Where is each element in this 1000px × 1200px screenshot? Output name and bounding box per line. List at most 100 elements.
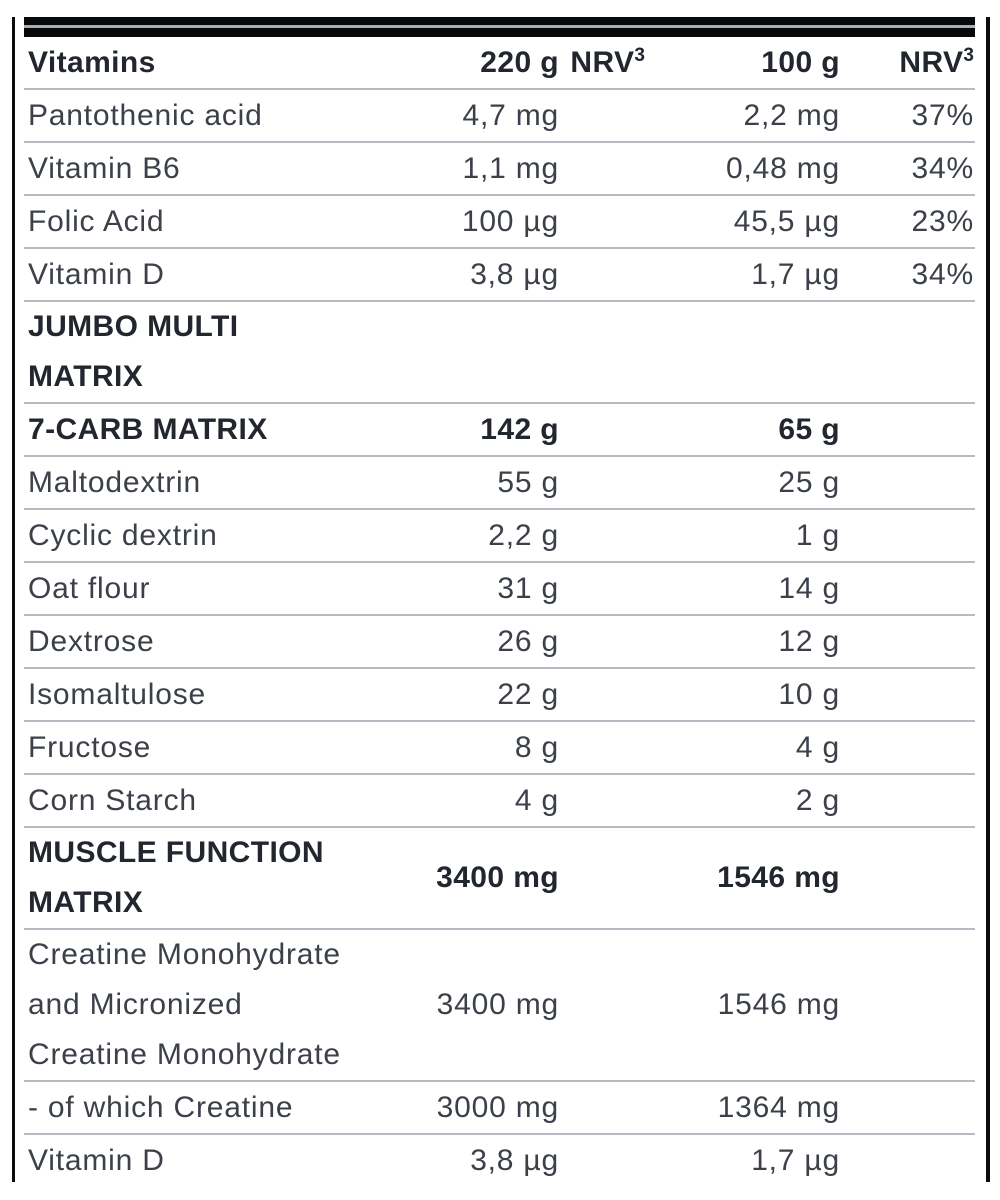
top-rule-black-stripe [24,17,975,25]
row-label-line: Vitamin D [28,257,165,291]
table-row: Vitamin D 3,8 µg 1,7 µg [24,1135,975,1186]
table-row: Maltodextrin 55 g 25 g [24,457,975,510]
value-100g: 45,5 µg [733,204,840,238]
frame-right-bar [986,17,990,1182]
row-label-line: Dextrose [28,624,155,658]
frame-left-bar [12,17,15,1182]
row-label: Pantothenic acid [24,91,424,141]
table-row: Folic Acid 100 µg 45,5 µg 23% [24,196,975,249]
nrv-superscript: 3 [634,44,645,66]
row-label: Vitamin B6 [24,144,424,194]
value-100g: 2,2 mg [743,98,840,132]
row-label-line: and Micronized [28,988,243,1021]
row-label-line: Pantothenic acid [28,98,263,132]
value-220g: 3400 mg [436,861,559,894]
table-row: - of which Creatine 3000 mg 1364 mg [24,1082,975,1135]
row-label: Fructose [24,723,424,773]
table-row: Vitamin D 3,8 µg 1,7 µg 34% [24,249,975,302]
value-220g: 1,1 mg [462,151,559,185]
table-row: Dextrose 26 g 12 g [24,616,975,669]
row-label-line: 7-CARB MATRIX [28,412,268,446]
value-220g: 100 µg [461,204,559,238]
row-label-line: Isomaltulose [28,677,207,711]
row-label-line: Fructose [28,730,152,764]
row-label-line: MATRIX [28,886,144,919]
value-100g: 0,48 mg [726,151,840,185]
header-row: Vitamins 220 g NRV3 100 g NRV3 [24,37,975,90]
nrv-100g: 23% [911,204,974,238]
row-label-line: JUMBO MULTI [28,310,239,343]
table-row: Pantothenic acid 4,7 mg 2,2 mg 37% [24,90,975,143]
row-label-line: Folic Acid [28,204,165,238]
value-100g: 1 g [795,518,840,552]
table-row: Corn Starch 4 g 2 g [24,775,975,828]
value-100g: 25 g [778,465,840,499]
row-label-line: Corn Starch [28,783,197,817]
value-220g: 2,2 g [488,518,559,552]
value-100g: 2 g [795,783,840,817]
table-row: Cyclic dextrin 2,2 g 1 g [24,510,975,563]
value-100g: 1546 mg [717,861,840,894]
value-100g: 1,7 µg [751,257,840,291]
value-220g: 142 g [480,412,559,446]
nrv-100g: 34% [911,151,974,185]
nrv-100g: 37% [911,98,974,132]
row-label-line: Vitamin B6 [28,151,181,185]
row-label: JUMBO MULTI MATRIX [24,302,424,402]
value-100g: 1,7 µg [751,1143,840,1177]
value-100g: 4 g [795,730,840,764]
row-label: Maltodextrin [24,458,424,508]
row-label: Cyclic dextrin [24,511,424,561]
value-100g: 10 g [778,677,840,711]
value-220g: 22 g [497,677,559,711]
nrv-100g: 34% [911,257,974,291]
table-row: Vitamin B6 1,1 mg 0,48 mg 34% [24,143,975,196]
row-label: - of which Creatine [24,1083,424,1133]
table-row: Isomaltulose 22 g 10 g [24,669,975,722]
nrv-220g: NRV3 [570,44,645,79]
row-label: Vitamins [24,38,424,88]
row-label: Dextrose [24,617,424,667]
section-row: 7-CARB MATRIX 142 g 65 g [24,404,975,457]
value-220g: 3,8 µg [470,257,559,291]
top-rule-black-stripe [24,28,975,37]
row-label: Vitamin D [24,250,424,300]
row-label-line: MATRIX [28,360,144,393]
table-row: Oat flour 31 g 14 g [24,563,975,616]
value-220g: 220 g [480,45,559,79]
value-220g: 26 g [497,624,559,658]
row-label-line: Vitamin D [28,1143,165,1177]
row-label-line: Oat flour [28,571,151,605]
row-label: Isomaltulose [24,670,424,720]
value-220g: 3,8 µg [470,1143,559,1177]
row-label: Corn Starch [24,776,424,826]
value-100g: 1546 mg [717,988,840,1021]
table-row: Fructose 8 g 4 g [24,722,975,775]
row-label: MUSCLE FUNCTION MATRIX [24,828,424,928]
row-label-line: MUSCLE FUNCTION [28,836,324,869]
row-label-line: Vitamins [28,45,156,79]
row-label-line: Creatine Monohydrate [28,1038,341,1071]
value-100g: 14 g [778,571,840,605]
section-row: JUMBO MULTI MATRIX [24,302,975,404]
table-row: Creatine Monohydrate and Micronized Creati… [24,930,975,1082]
top-rule-gray-stripe [24,25,975,28]
table-top-rule [24,17,975,37]
row-label-line: - of which Creatine [28,1090,294,1124]
value-220g: 4,7 mg [462,98,559,132]
value-220g: 55 g [497,465,559,499]
nrv-superscript: 3 [963,44,974,66]
row-label: 7-CARB MATRIX [24,405,424,455]
nutrition-table: Vitamins 220 g NRV3 100 g NRV3 Pantothenic ac… [24,37,975,1186]
value-100g: 100 g [761,45,840,79]
value-220g: 3400 mg [436,988,559,1021]
value-220g: 4 g [514,783,559,817]
row-label-line: Maltodextrin [28,465,202,499]
value-220g: 31 g [497,571,559,605]
nrv-100g: NRV3 [899,44,974,79]
row-label: Folic Acid [24,197,424,247]
section-row: MUSCLE FUNCTION MATRIX 3400 mg 1546 mg [24,828,975,930]
row-label-line: Cyclic dextrin [28,518,218,552]
value-100g: 12 g [778,624,840,658]
